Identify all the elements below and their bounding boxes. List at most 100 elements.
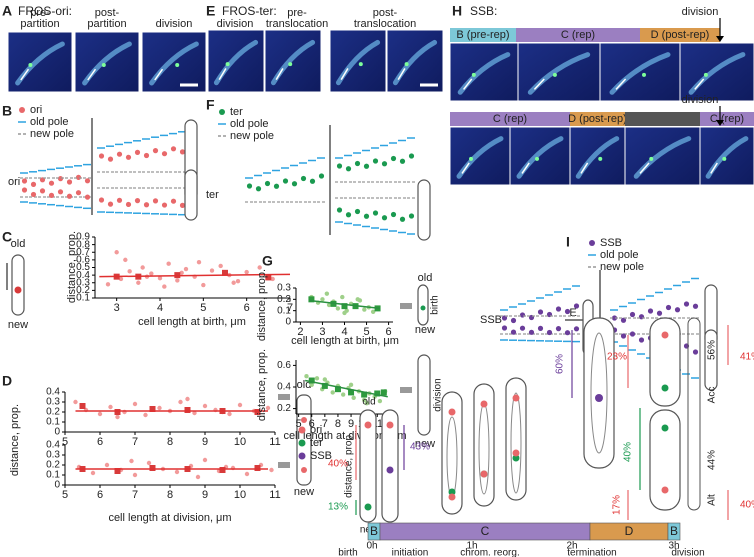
x-tick-label: 2 xyxy=(297,326,303,338)
x-axis-label: cell length at birth, μm xyxy=(291,335,399,347)
decor-dot xyxy=(14,286,22,294)
decor-dot xyxy=(358,62,363,67)
label: C xyxy=(481,524,490,538)
fit-line xyxy=(99,273,291,278)
decor-dot xyxy=(519,325,526,331)
label: 40% xyxy=(623,442,634,462)
label: partition xyxy=(87,18,126,30)
decor-dot xyxy=(301,467,307,473)
label: birth xyxy=(338,548,357,557)
decor-line xyxy=(521,162,530,174)
phase-bar xyxy=(640,28,720,42)
label: SSB xyxy=(600,237,622,249)
cell-outline xyxy=(11,254,25,316)
label: division xyxy=(156,18,193,30)
decor-dot xyxy=(661,486,669,494)
data-point xyxy=(218,263,223,269)
decor-dot xyxy=(448,488,456,496)
x-tick-label: 7 xyxy=(132,489,138,501)
label: translocation xyxy=(266,18,328,30)
decor-dot xyxy=(300,175,307,182)
data-point xyxy=(342,310,347,316)
x-tick-label: 10 xyxy=(234,436,246,448)
data-point xyxy=(324,291,330,296)
x-tick-label: 7 xyxy=(287,302,293,314)
decor-dot xyxy=(30,191,37,198)
phase-bar xyxy=(516,28,640,42)
y-tick-label: 0.8 xyxy=(76,239,90,250)
phase-bar xyxy=(700,112,754,126)
decor-line xyxy=(340,68,349,80)
data-point xyxy=(114,250,119,255)
data-point xyxy=(118,276,124,282)
data-point xyxy=(244,269,249,275)
decor-dot xyxy=(469,156,473,161)
data-point xyxy=(304,374,309,379)
decor-line xyxy=(461,162,470,174)
label: ori xyxy=(8,176,20,188)
label: 60% xyxy=(555,354,566,374)
decor-dot xyxy=(170,198,177,204)
panel-letter: F xyxy=(206,97,215,113)
decor-dot xyxy=(564,330,571,336)
decor-dot xyxy=(519,312,526,318)
decor-dot xyxy=(480,400,488,408)
label: old xyxy=(11,238,26,250)
cell-image xyxy=(633,136,692,179)
cell-outline xyxy=(184,169,198,221)
decor-dot xyxy=(125,201,132,208)
cell-outline xyxy=(583,317,615,469)
decor-dot xyxy=(161,151,168,157)
decor-dot xyxy=(656,310,663,316)
decor-dot xyxy=(448,408,456,416)
label: 44% xyxy=(707,450,718,470)
x-tick-label: 5 xyxy=(363,326,369,338)
label: D (post-rep) xyxy=(651,29,710,41)
data-point xyxy=(115,414,120,420)
decor-dot xyxy=(620,333,627,339)
label: new xyxy=(415,324,435,336)
arrow-head xyxy=(716,36,724,42)
decor-dot xyxy=(552,72,557,77)
decor-dot xyxy=(611,315,618,321)
data-point xyxy=(201,282,206,288)
decor-dot xyxy=(381,215,388,221)
data-point xyxy=(146,460,152,466)
decor-dot xyxy=(390,211,397,218)
decor-dot xyxy=(661,331,669,339)
cell-outline xyxy=(359,409,377,523)
label: new pole xyxy=(230,130,274,142)
label: new pole xyxy=(600,261,644,273)
decor-dot xyxy=(381,161,388,167)
label: ter xyxy=(230,106,243,118)
y-tick-label: 0 xyxy=(54,480,60,491)
decor-dot xyxy=(399,158,406,164)
x-tick-label: 10 xyxy=(234,489,246,501)
label: 0h xyxy=(366,541,377,552)
label: old xyxy=(362,397,375,408)
cell-outline xyxy=(704,329,718,391)
data-point xyxy=(340,392,346,397)
data-point xyxy=(192,410,197,416)
y-tick-label: 0 xyxy=(54,427,60,438)
decor-dot xyxy=(298,439,306,447)
data-point xyxy=(257,265,262,270)
decor-dot xyxy=(30,181,37,187)
decor-dot xyxy=(674,307,681,313)
decor-dot xyxy=(620,317,627,323)
data-point xyxy=(73,399,78,405)
cell-outline xyxy=(417,354,431,436)
y-tick-label: 0.6 xyxy=(277,360,291,371)
decor-dot xyxy=(134,149,141,155)
panel-letter: G xyxy=(262,253,273,269)
label: 1h xyxy=(466,541,477,552)
decor-dot xyxy=(501,315,508,321)
decor-dot xyxy=(84,194,91,200)
y-tick-label: 0.4 xyxy=(277,382,291,393)
label: 41% xyxy=(740,352,754,363)
decor-dot xyxy=(363,163,370,169)
label: ori xyxy=(30,104,42,116)
data-point xyxy=(166,261,171,266)
cell-outline xyxy=(417,179,431,241)
